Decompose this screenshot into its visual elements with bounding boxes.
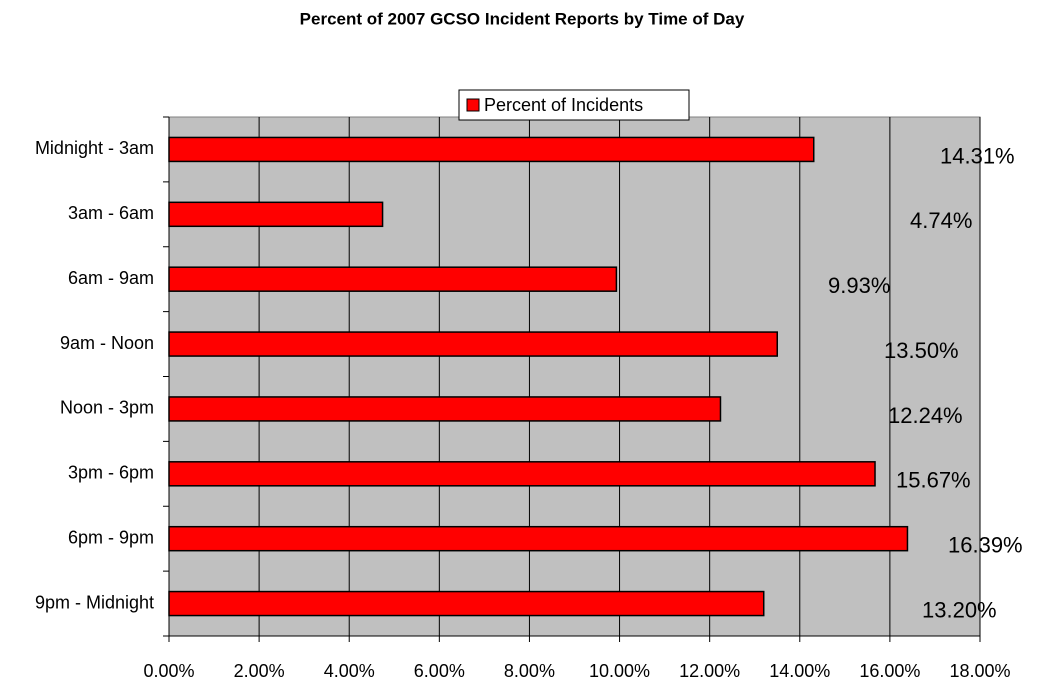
y-tick-label: Midnight - 3am: [35, 138, 154, 158]
value-label: 14.31%: [940, 143, 1015, 168]
bar: [168, 266, 618, 292]
x-tick-label: 10.00%: [589, 661, 650, 681]
plot-area: [168, 116, 981, 637]
value-label: 9.93%: [828, 273, 890, 298]
value-label: 4.74%: [910, 208, 972, 233]
legend-swatch: [466, 98, 480, 112]
value-label: 12.24%: [888, 403, 963, 428]
chart-title: Percent of 2007 GCSO Incident Reports by…: [300, 9, 745, 28]
bar: [168, 525, 909, 552]
x-tick-label: 16.00%: [859, 661, 920, 681]
legend: [458, 89, 690, 121]
x-tick-label: 6.00%: [414, 661, 465, 681]
bar: [168, 461, 876, 487]
bar: [168, 331, 778, 357]
value-label: 15.67%: [896, 468, 971, 493]
x-tick-label: 2.00%: [234, 661, 285, 681]
x-tick-label: 8.00%: [504, 661, 555, 681]
y-tick-label: 3am - 6am: [68, 203, 154, 223]
y-tick-label: 6am - 9am: [68, 268, 154, 288]
y-tick-label: 9am - Noon: [60, 333, 154, 353]
y-tick-label: 9pm - Midnight: [35, 592, 154, 612]
bar: [168, 201, 384, 228]
x-tick-label: 18.00%: [949, 661, 1010, 681]
x-tick-label: 4.00%: [324, 661, 375, 681]
value-label: 16.39%: [948, 533, 1023, 558]
x-tick-label: 14.00%: [769, 661, 830, 681]
legend-label: Percent of Incidents: [484, 95, 643, 115]
y-tick-label: 3pm - 6pm: [68, 463, 154, 483]
bar: [168, 136, 815, 163]
value-label: 13.50%: [884, 338, 959, 363]
x-tick-label: 0.00%: [143, 661, 194, 681]
x-tick-label: 12.00%: [679, 661, 740, 681]
bar: [168, 396, 722, 422]
y-tick-label: Noon - 3pm: [60, 398, 154, 418]
value-label: 13.20%: [922, 597, 997, 622]
bar: [168, 590, 765, 617]
y-tick-label: 6pm - 9pm: [68, 527, 154, 547]
